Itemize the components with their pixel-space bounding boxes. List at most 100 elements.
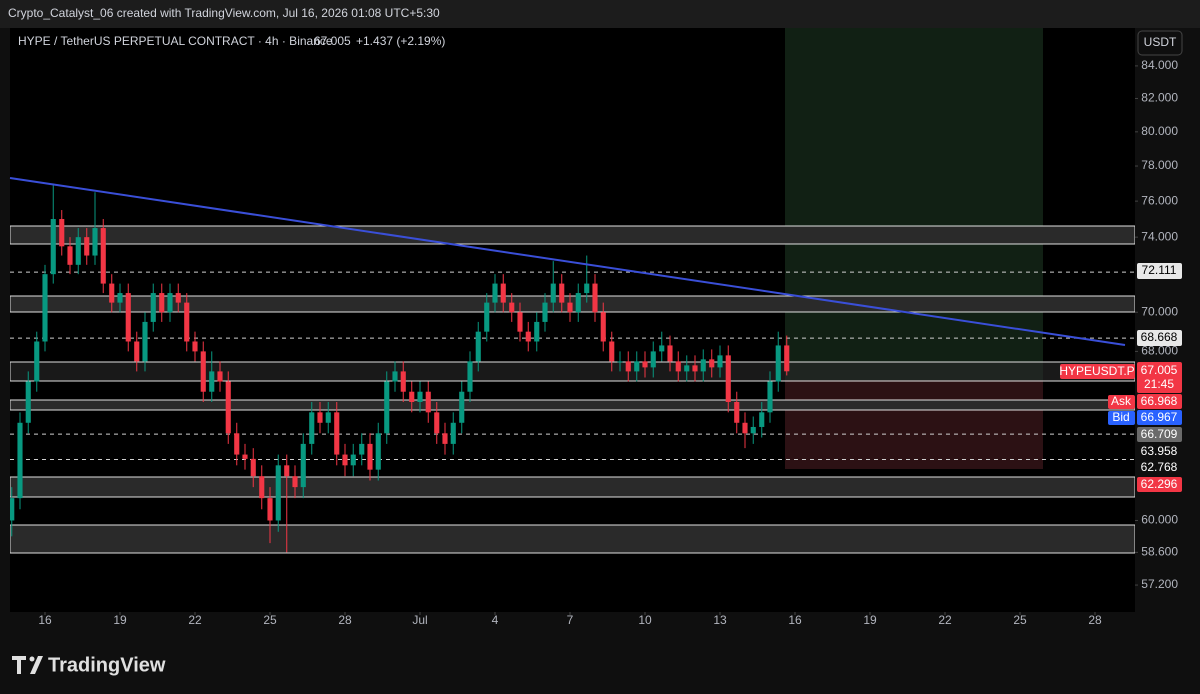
candle-body — [142, 321, 148, 362]
tag-box — [1108, 411, 1135, 425]
candle-body — [625, 361, 631, 372]
candle-body — [600, 312, 606, 342]
y-tick-label: 80.000 — [1141, 124, 1178, 138]
tag-box — [1137, 394, 1182, 409]
price-line-label: 63.958 — [1141, 444, 1178, 458]
x-tick-label: 19 — [113, 613, 127, 627]
x-tick-label: 28 — [338, 613, 352, 627]
candle-body — [150, 293, 156, 322]
candle-body — [242, 454, 248, 459]
candle-body — [275, 465, 281, 521]
candle-body — [159, 293, 165, 313]
y-tick-label: 84.000 — [1141, 58, 1178, 72]
y-tick-label: 74.000 — [1141, 229, 1178, 243]
currency[interactable]: USDT — [1144, 35, 1177, 49]
candle-body — [117, 293, 123, 303]
candle-body — [417, 391, 423, 402]
candle-body — [84, 237, 90, 256]
candle-body — [750, 426, 756, 434]
candle-body — [759, 412, 765, 427]
ask-label: Ask — [1111, 394, 1132, 408]
candle-body — [709, 359, 715, 368]
candle-body — [100, 228, 106, 284]
candle-body — [459, 391, 465, 423]
credit: Crypto_Catalyst_06 created with TradingV… — [8, 6, 440, 20]
candle-body — [475, 331, 481, 362]
entry-tag: 66.709 — [1141, 427, 1178, 441]
candle-body — [434, 412, 440, 434]
candle-body — [367, 443, 373, 470]
zone — [10, 361, 1135, 382]
x-tick-label: 22 — [938, 613, 952, 627]
x-tick-label: Jul — [412, 613, 427, 627]
long-stop-zone — [785, 380, 1043, 469]
y-tick-label: 78.000 — [1141, 158, 1178, 172]
bid-label: Bid — [1112, 410, 1129, 424]
legend-last: 67.005 — [314, 34, 351, 48]
candle-body — [10, 498, 15, 521]
tag-box — [1060, 364, 1135, 379]
x-tick-label: 25 — [263, 613, 277, 627]
time-axis: 16 19 22 25 28 Jul 4 7 10 13 16 19 22 25 28 — [38, 612, 1102, 627]
candle-body — [734, 401, 740, 423]
candle-body — [659, 345, 665, 352]
candle-body — [675, 361, 681, 372]
candle-body — [609, 341, 615, 362]
candle-body — [584, 283, 590, 294]
candle-body — [284, 465, 290, 477]
candle-body — [700, 359, 706, 372]
candle-body — [25, 381, 31, 423]
candle-body — [175, 293, 181, 303]
tag-box — [1137, 410, 1182, 425]
x-tick-label: 22 — [188, 613, 202, 627]
brand: TradingView — [48, 654, 166, 676]
candle-body — [484, 302, 490, 332]
price-lines — [10, 271, 1135, 461]
countdown: 21:45 — [1144, 377, 1174, 391]
candle-body — [717, 355, 723, 368]
candle-body — [392, 371, 398, 382]
candle-body — [775, 345, 781, 382]
candle-body — [784, 345, 790, 372]
x-tick-label: 16 — [788, 613, 802, 627]
candle-body — [59, 219, 65, 247]
candle-body — [467, 361, 473, 392]
y-tick-label: 58.600 — [1141, 545, 1178, 559]
candle-body — [225, 381, 231, 434]
candle-body — [575, 293, 581, 313]
candle-body — [350, 454, 356, 466]
x-tick-label: 10 — [638, 613, 652, 627]
candle-body — [217, 371, 223, 382]
candle-body — [250, 458, 256, 477]
x-tick-label: 13 — [713, 613, 727, 627]
candle-body — [92, 228, 98, 256]
candle-body — [50, 219, 56, 275]
currency-button[interactable] — [1137, 30, 1183, 56]
candle-body — [592, 283, 598, 313]
y-tick-label: 70.000 — [1141, 304, 1178, 318]
stop-tag: 62.296 — [1141, 477, 1178, 491]
x-tick-label: 7 — [567, 613, 574, 627]
ask-price: 66.968 — [1141, 394, 1178, 408]
tag-box — [1137, 427, 1182, 442]
candle-body — [234, 433, 240, 455]
candle-body — [317, 412, 323, 423]
x-tick-label: 28 — [1088, 613, 1102, 627]
candle-body — [650, 351, 656, 368]
candle-body — [359, 443, 365, 455]
candle-body — [567, 302, 573, 313]
candle-body — [642, 361, 648, 368]
y-tick-label: 76.000 — [1141, 193, 1178, 207]
long-target-zone — [785, 28, 1043, 380]
legend-symbol: HYPE / TetherUS PERPETUAL CONTRACT · 4h … — [18, 34, 333, 48]
x-tick-label: 25 — [1013, 613, 1027, 627]
price-line-label: 72.111 — [1142, 263, 1177, 277]
candle-body — [267, 498, 273, 521]
candle-body — [34, 341, 40, 382]
candle-body — [742, 422, 748, 434]
candle-body — [509, 302, 515, 313]
zone — [10, 399, 1135, 411]
candle-body — [134, 341, 140, 362]
candle-body — [200, 351, 206, 392]
price-line-label: 62.768 — [1141, 460, 1178, 474]
